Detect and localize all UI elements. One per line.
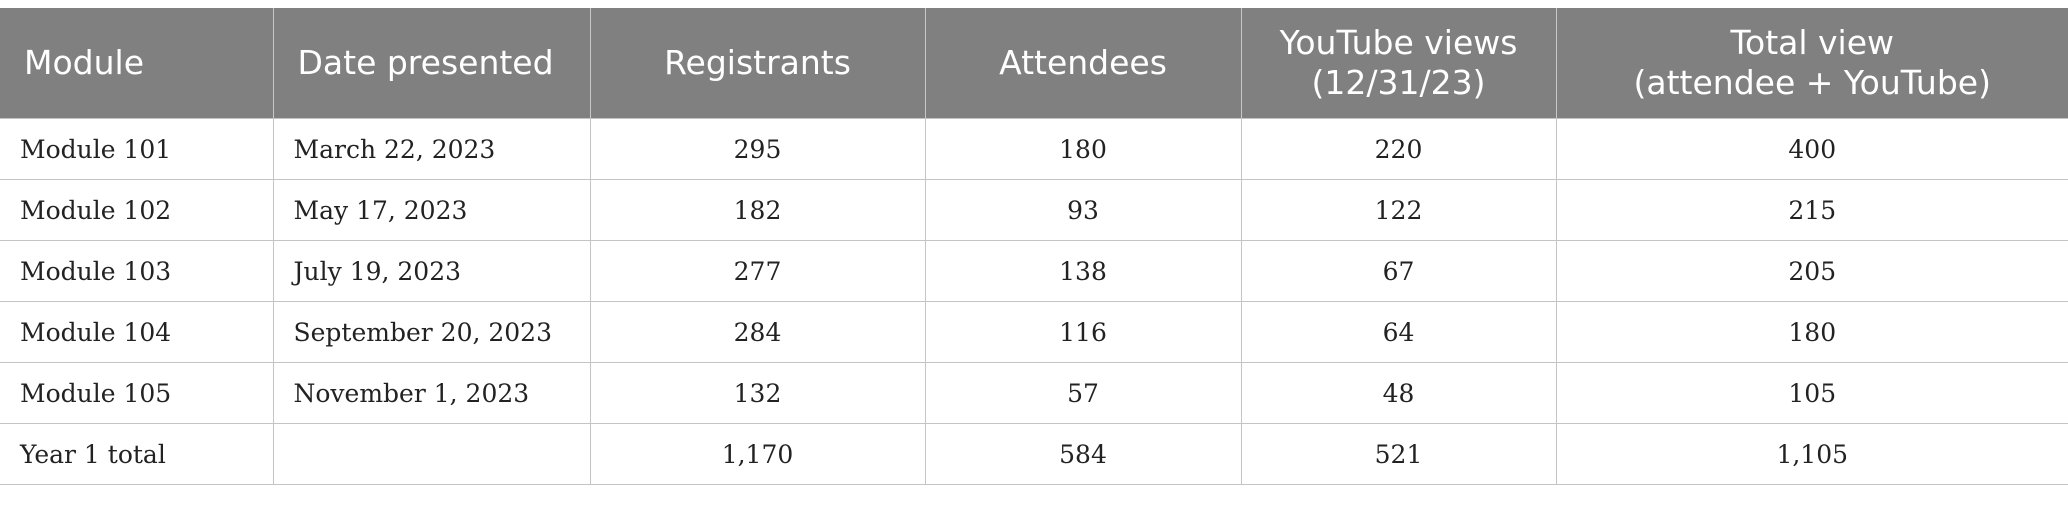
- data-table: Module Date presented Registrants Attend…: [0, 8, 2068, 485]
- table-row-total: Year 1 total 1,170 584 521 1,105: [0, 423, 2068, 485]
- header-registrants-line-1: Registrants: [664, 43, 851, 82]
- cell-youtube-views: 521: [1240, 423, 1557, 485]
- cell-youtube-views: 122: [1240, 179, 1557, 241]
- table-row: Module 102 May 17, 2023 182 93 122 215: [0, 179, 2068, 241]
- header-youtube-views: YouTube views (12/31/23): [1241, 8, 1557, 119]
- header-attendees-line-1: Attendees: [999, 43, 1167, 82]
- cell-registrants: 277: [589, 240, 926, 302]
- cell-date: [272, 423, 591, 485]
- header-row: Module Date presented Registrants Attend…: [0, 8, 2068, 119]
- cell-attendees: 116: [924, 301, 1242, 363]
- cell-attendees: 138: [924, 240, 1242, 302]
- header-attendees: Attendees: [925, 8, 1242, 119]
- cell-module: Module 103: [0, 240, 274, 302]
- cell-registrants: 132: [589, 362, 926, 424]
- cell-date: July 19, 2023: [272, 240, 591, 302]
- cell-youtube-views: 64: [1240, 301, 1557, 363]
- cell-registrants: 284: [589, 301, 926, 363]
- cell-date: November 1, 2023: [272, 362, 591, 424]
- table-row: Module 101 March 22, 2023 295 180 220 40…: [0, 118, 2068, 180]
- cell-registrants: 1,170: [589, 423, 926, 485]
- cell-youtube-views: 67: [1240, 240, 1557, 302]
- cell-attendees: 180: [924, 118, 1242, 180]
- cell-module: Module 101: [0, 118, 274, 180]
- cell-date: September 20, 2023: [272, 301, 591, 363]
- cell-attendees: 93: [924, 179, 1242, 241]
- cell-module: Module 105: [0, 362, 274, 424]
- cell-total-view: 400: [1555, 118, 2068, 180]
- table-row: Module 103 July 19, 2023 277 138 67 205: [0, 240, 2068, 302]
- header-registrants: Registrants: [590, 8, 926, 119]
- table-row: Module 104 September 20, 2023 284 116 64…: [0, 301, 2068, 363]
- cell-total-view: 205: [1555, 240, 2068, 302]
- header-youtube-line-1: YouTube views: [1279, 23, 1518, 62]
- cell-total-view: 180: [1555, 301, 2068, 363]
- cell-attendees: 584: [924, 423, 1242, 485]
- header-total-view: Total view (attendee + YouTube): [1556, 8, 2068, 119]
- cell-youtube-views: 220: [1240, 118, 1557, 180]
- header-module: Module: [0, 8, 274, 119]
- header-module-line-1: Module: [24, 43, 144, 82]
- cell-total-view: 105: [1555, 362, 2068, 424]
- cell-module: Module 102: [0, 179, 274, 241]
- table-row: Module 105 November 1, 2023 132 57 48 10…: [0, 362, 2068, 424]
- cell-date: March 22, 2023: [272, 118, 591, 180]
- cell-module: Module 104: [0, 301, 274, 363]
- cell-total-view: 215: [1555, 179, 2068, 241]
- header-total-line-1: Total view: [1730, 23, 1895, 62]
- cell-total-view: 1,105: [1555, 423, 2068, 485]
- header-date-presented: Date presented: [273, 8, 591, 119]
- cell-attendees: 57: [924, 362, 1242, 424]
- cell-registrants: 182: [589, 179, 926, 241]
- cell-registrants: 295: [589, 118, 926, 180]
- header-date-line-1: Date presented: [297, 43, 554, 82]
- cell-youtube-views: 48: [1240, 362, 1557, 424]
- cell-module: Year 1 total: [0, 423, 274, 485]
- data-table-container: Module Date presented Registrants Attend…: [0, 8, 2068, 485]
- header-total-line-2: (attendee + YouTube): [1633, 63, 1991, 102]
- header-youtube-line-2: (12/31/23): [1311, 63, 1486, 102]
- cell-date: May 17, 2023: [272, 179, 591, 241]
